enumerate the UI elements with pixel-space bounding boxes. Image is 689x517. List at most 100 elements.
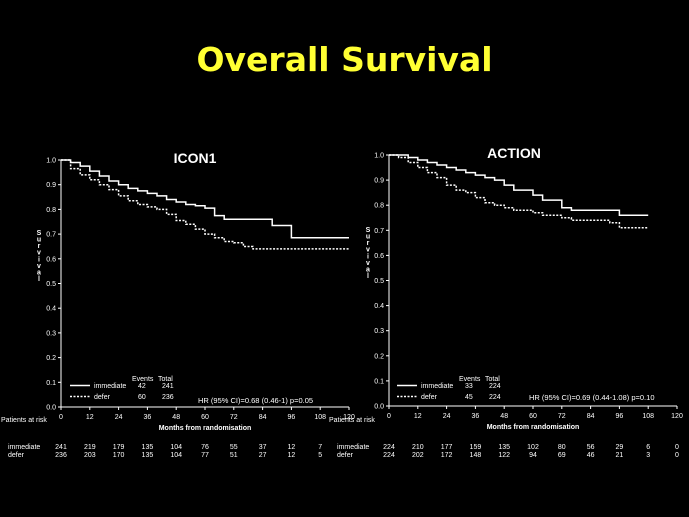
risk-value: 12 [288,452,296,459]
x-tick-label: 24 [115,414,123,421]
risk-value: 224 [383,444,395,451]
risk-value: 0 [675,452,679,459]
risk-value: 104 [170,444,182,451]
y-tick-label: 0.4 [374,303,384,310]
x-tick-label: 84 [259,414,267,421]
x-tick-label: 108 [642,413,654,420]
risk-value: 55 [230,444,238,451]
legend-events: 42 [138,383,146,390]
legend-header-events: Events [132,376,154,383]
risk-value: 80 [558,444,566,451]
risk-value: 51 [230,452,238,459]
legend-total: 236 [162,394,174,401]
legend-events: 60 [138,394,146,401]
legend-label: defer [94,394,111,401]
risk-value: 159 [470,444,482,451]
risk-value: 172 [441,452,453,459]
risk-value: 69 [558,452,566,459]
risk-row-label: defer [337,452,354,459]
risk-value: 56 [587,444,595,451]
slide-title: Overall Survival [196,40,493,79]
risk-value: 179 [113,444,125,451]
y-tick-label: 0.6 [374,253,384,260]
risk-value: 210 [412,444,424,451]
series-line-defer [61,159,349,250]
x-tick-label: 36 [472,413,480,420]
chart-title: ICON1 [174,150,217,166]
y-tick-label: 0.0 [46,405,56,412]
risk-value: 236 [55,452,67,459]
x-tick-label: 48 [500,413,508,420]
y-tick-label: 0.4 [46,306,56,313]
x-tick-label: 108 [314,414,326,421]
x-tick-label: 120 [343,414,355,421]
risk-value: 94 [529,452,537,459]
y-tick-label: 0.8 [374,203,384,210]
y-tick-label: 0.1 [46,380,56,387]
y-tick-label: 0.9 [374,178,384,185]
y-tick-label: 0.2 [374,353,384,360]
x-axis-label: Months from randomisation [487,424,580,431]
risk-value: 170 [113,452,125,459]
risk-row-label: defer [8,452,25,459]
legend-events: 33 [465,383,473,390]
y-tick-label: 0.5 [46,281,56,288]
risk-value: 12 [288,444,296,451]
y-tick-label: 0.0 [374,404,384,411]
risk-value: 104 [170,452,182,459]
y-tick-label: 0.7 [374,228,384,235]
risk-value: 148 [470,452,482,459]
risk-value: 46 [587,452,595,459]
risk-value: 5 [318,452,322,459]
risk-value: 37 [259,444,267,451]
x-tick-label: 0 [387,413,391,420]
risk-value: 122 [498,452,510,459]
series-line-immediate [61,159,349,239]
y-tick-label: 0.9 [46,182,56,189]
legend-total: 224 [489,383,501,390]
risk-value: 6 [646,444,650,451]
y-tick-label: 1.0 [46,158,56,165]
risk-value: 3 [646,452,650,459]
y-tick-label: 0.3 [46,330,56,337]
risk-value: 76 [201,444,209,451]
y-tick-label: 0.3 [374,328,384,335]
series-line-defer [389,154,649,229]
risk-value: 102 [527,444,539,451]
risk-value: 29 [616,444,624,451]
risk-value: 135 [498,444,510,451]
legend-header-total: Total [485,376,500,383]
x-tick-label: 12 [414,413,422,420]
legend-label: immediate [421,383,453,390]
chart-title: ACTION [487,145,541,161]
y-tick-label: 0.7 [46,232,56,239]
x-tick-label: 0 [59,414,63,421]
y-tick-label: 0.5 [374,278,384,285]
legend-total: 224 [489,394,501,401]
y-tick-label: 0.6 [46,256,56,263]
y-tick-label: 0.8 [46,207,56,214]
x-tick-label: 36 [144,414,152,421]
legend-header-total: Total [158,376,173,383]
risk-table-label: Patients at risk [329,417,375,424]
x-tick-label: 84 [587,413,595,420]
hazard-ratio-annotation: HR (95% CI)=0.68 (0.46-1) p=0.05 [198,396,313,405]
risk-value: 241 [55,444,67,451]
risk-value: 219 [84,444,96,451]
risk-value: 135 [142,452,154,459]
x-tick-label: 12 [86,414,94,421]
x-tick-label: 60 [529,413,537,420]
x-tick-label: 24 [443,413,451,420]
risk-value: 135 [142,444,154,451]
risk-table-label: Patients at risk [1,417,47,424]
x-tick-label: 120 [671,413,683,420]
risk-value: 224 [383,452,395,459]
series-line-immediate [389,154,649,216]
risk-value: 177 [441,444,453,451]
legend-label: defer [421,394,438,401]
risk-row-label: immediate [337,444,369,451]
x-axis-label: Months from randomisation [159,425,252,432]
y-tick-label: 0.1 [374,378,384,385]
